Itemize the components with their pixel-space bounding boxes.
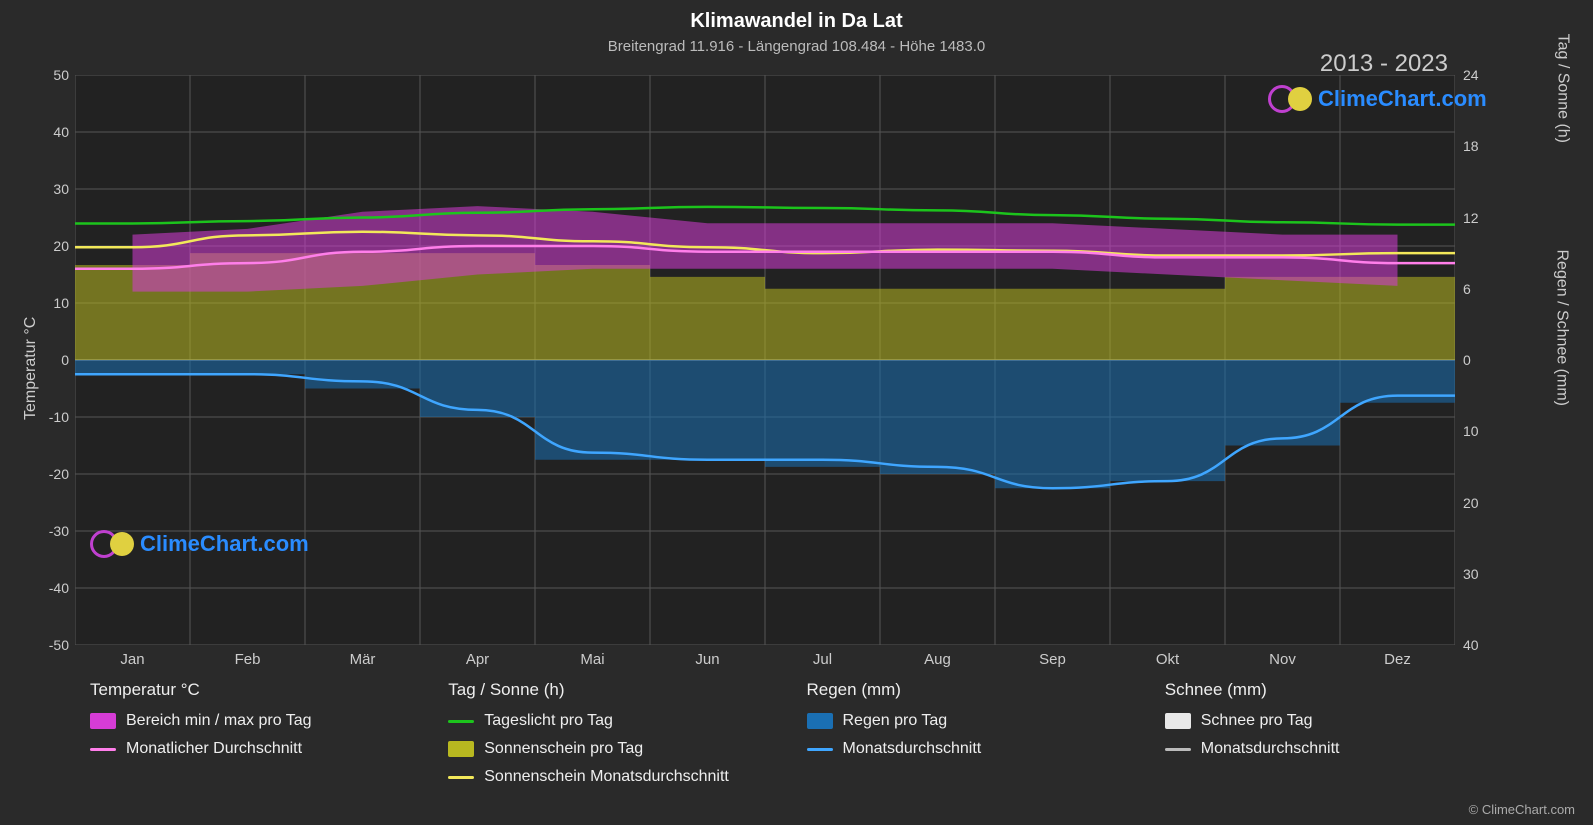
tick-right-top: 6 bbox=[1463, 281, 1471, 297]
tick-left: -30 bbox=[33, 523, 69, 539]
legend-item-label: Tageslicht pro Tag bbox=[484, 712, 613, 730]
tick-right-top: 18 bbox=[1463, 138, 1479, 154]
legend-item: Bereich min / max pro Tag bbox=[90, 712, 448, 730]
legend-item: Monatsdurchschnitt bbox=[1165, 740, 1523, 758]
tick-month: Jul bbox=[813, 651, 832, 668]
y-axis-left-label: Temperatur °C bbox=[22, 317, 40, 420]
legend-item: Tageslicht pro Tag bbox=[448, 712, 806, 730]
tick-left: -10 bbox=[33, 409, 69, 425]
tick-right-top: 24 bbox=[1463, 67, 1479, 83]
legend-item: Schnee pro Tag bbox=[1165, 712, 1523, 730]
tick-left: 20 bbox=[33, 238, 69, 254]
tick-right-bottom: 30 bbox=[1463, 566, 1479, 582]
tick-right-top: 0 bbox=[1463, 352, 1471, 368]
legend-group-title: Temperatur °C bbox=[90, 680, 448, 700]
chart-container: { "title": "Klimawandel in Da Lat", "sub… bbox=[0, 0, 1593, 825]
tick-left: 50 bbox=[33, 67, 69, 83]
legend-item-label: Sonnenschein Monatsdurchschnitt bbox=[484, 768, 729, 786]
tick-left: -50 bbox=[33, 637, 69, 653]
legend-group: Tag / Sonne (h) Tageslicht pro Tag Sonnens… bbox=[448, 680, 806, 786]
chart-title: Klimawandel in Da Lat bbox=[0, 10, 1593, 33]
legend-item: Monatsdurchschnitt bbox=[807, 740, 1165, 758]
year-range: 2013 - 2023 bbox=[1320, 50, 1448, 78]
tick-month: Nov bbox=[1269, 651, 1296, 668]
tick-left: -40 bbox=[33, 580, 69, 596]
tick-month: Sep bbox=[1039, 651, 1066, 668]
legend-item-label: Monatsdurchschnitt bbox=[1201, 740, 1340, 758]
legend-swatch-icon bbox=[90, 713, 116, 729]
legend-item: Regen pro Tag bbox=[807, 712, 1165, 730]
tick-left: 10 bbox=[33, 295, 69, 311]
legend-item: Monatlicher Durchschnitt bbox=[90, 740, 448, 758]
legend-swatch-icon bbox=[448, 741, 474, 757]
tick-right-bottom: 20 bbox=[1463, 495, 1479, 511]
tick-month: Mär bbox=[350, 651, 376, 668]
legend-group: Regen (mm) Regen pro Tag Monatsdurchschnit… bbox=[807, 680, 1165, 786]
legend-swatch-icon bbox=[807, 713, 833, 729]
legend-line-icon bbox=[90, 748, 116, 751]
plot-area bbox=[75, 75, 1455, 645]
tick-right-bottom: 10 bbox=[1463, 423, 1479, 439]
legend-line-icon bbox=[1165, 748, 1191, 751]
legend-line-icon bbox=[448, 776, 474, 779]
tick-left: -20 bbox=[33, 466, 69, 482]
legend-group-title: Tag / Sonne (h) bbox=[448, 680, 806, 700]
tick-month: Aug bbox=[924, 651, 951, 668]
legend-item-label: Schnee pro Tag bbox=[1201, 712, 1313, 730]
tick-month: Jan bbox=[120, 651, 144, 668]
legend-group-title: Regen (mm) bbox=[807, 680, 1165, 700]
legend-swatch-icon bbox=[1165, 713, 1191, 729]
y-axis-right-bottom-label: Regen / Schnee (mm) bbox=[1553, 249, 1571, 406]
legend-group-title: Schnee (mm) bbox=[1165, 680, 1523, 700]
legend-line-icon bbox=[448, 720, 474, 723]
tick-month: Jun bbox=[695, 651, 719, 668]
legend-line-icon bbox=[807, 748, 833, 751]
tick-left: 0 bbox=[33, 352, 69, 368]
legend: Temperatur °C Bereich min / max pro Tag Mo… bbox=[0, 680, 1593, 786]
legend-item-label: Bereich min / max pro Tag bbox=[126, 712, 312, 730]
tick-right-bottom: 40 bbox=[1463, 637, 1479, 653]
y-axis-right-top-label: Tag / Sonne (h) bbox=[1553, 34, 1571, 143]
legend-item-label: Sonnenschein pro Tag bbox=[484, 740, 643, 758]
legend-item-label: Monatlicher Durchschnitt bbox=[126, 740, 302, 758]
legend-item: Sonnenschein pro Tag bbox=[448, 740, 806, 758]
legend-item-label: Monatsdurchschnitt bbox=[843, 740, 982, 758]
tick-month: Apr bbox=[466, 651, 489, 668]
tick-month: Mai bbox=[580, 651, 604, 668]
tick-month: Dez bbox=[1384, 651, 1411, 668]
legend-item: Sonnenschein Monatsdurchschnitt bbox=[448, 768, 806, 786]
copyright: © ClimeChart.com bbox=[1469, 802, 1575, 817]
tick-right-top: 12 bbox=[1463, 210, 1479, 226]
tick-left: 30 bbox=[33, 181, 69, 197]
tick-month: Okt bbox=[1156, 651, 1179, 668]
legend-group: Temperatur °C Bereich min / max pro Tag Mo… bbox=[90, 680, 448, 786]
legend-item-label: Regen pro Tag bbox=[843, 712, 948, 730]
tick-left: 40 bbox=[33, 124, 69, 140]
tick-month: Feb bbox=[235, 651, 261, 668]
legend-group: Schnee (mm) Schnee pro Tag Monatsdurchschn… bbox=[1165, 680, 1523, 786]
